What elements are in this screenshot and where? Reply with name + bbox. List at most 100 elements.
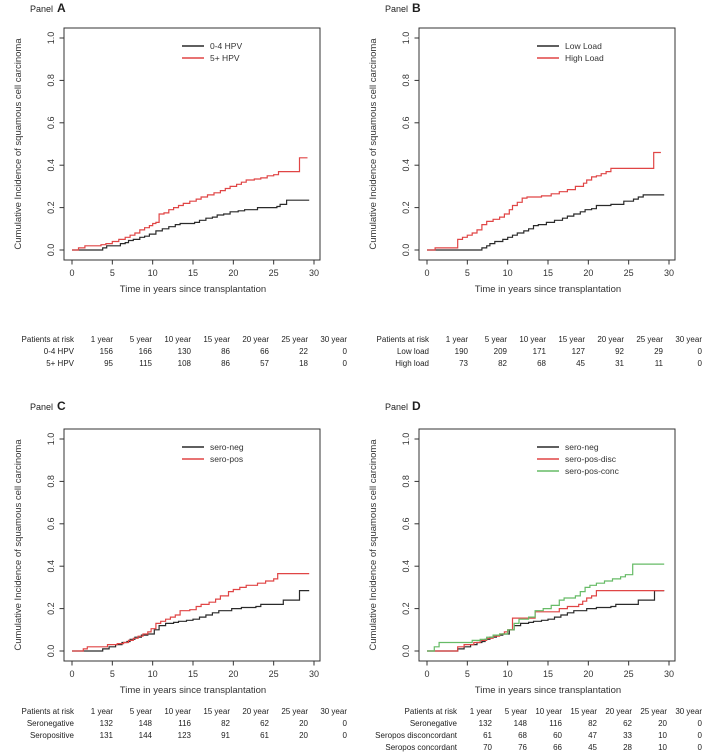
y-axis-title: Cumulative Incidence of squamous cell ca… xyxy=(13,38,24,250)
risk-row-label: Seronegative xyxy=(409,718,457,728)
risk-value: 156 xyxy=(99,346,113,356)
risk-value: 148 xyxy=(513,718,527,728)
panel-title-letter: D xyxy=(412,399,421,413)
y-tick-label: 0.2 xyxy=(401,602,411,615)
series-curve-0-4 HPV xyxy=(72,199,310,251)
risk-value: 171 xyxy=(532,346,546,356)
y-tick-label: 0.8 xyxy=(401,74,411,87)
plot-box xyxy=(63,428,321,662)
risk-value: 15 year xyxy=(558,334,585,344)
x-tick-label: 5 xyxy=(465,669,470,679)
risk-value: 30 year xyxy=(320,334,347,344)
risk-value: 166 xyxy=(138,346,152,356)
legend-label: sero-pos-disc xyxy=(565,454,617,464)
x-tick-label: 15 xyxy=(188,268,198,278)
y-tick-label: 0.0 xyxy=(401,645,411,658)
risk-value: 15 year xyxy=(203,334,230,344)
x-tick-label: 5 xyxy=(465,268,470,278)
risk-value: 1 year xyxy=(90,334,113,344)
risk-data-row: Seronegative 132 148 116 82 62 20 0 xyxy=(357,717,702,729)
risk-header-row: Patients at risk 1 year 5 year 10 year 15 ye… xyxy=(357,705,702,717)
risk-value: 45 xyxy=(576,358,585,368)
x-tick-label: 0 xyxy=(69,669,74,679)
x-tick-label: 25 xyxy=(624,268,634,278)
panel-c-risk-table: Patients at risk 1 year 5 year 10 year 15 ye… xyxy=(2,705,347,741)
risk-value: 91 xyxy=(221,730,230,740)
legend-label: sero-pos-conc xyxy=(565,466,620,476)
y-tick-label: 0.6 xyxy=(46,117,56,130)
series-curve-sero-pos xyxy=(72,573,310,652)
risk-value: 131 xyxy=(99,730,113,740)
risk-value: 20 xyxy=(299,730,308,740)
x-tick-label: 10 xyxy=(503,268,513,278)
risk-row-label: Seronegative xyxy=(26,718,74,728)
panel-a-plot: 0 5 10 15 20 25 30 0.0 0.2 0.4 0.6 0.8 1.0 Cumulative… xyxy=(13,27,321,295)
y-tick-label: 0.0 xyxy=(46,645,56,658)
risk-data-row: Seropositive 131 144 123 91 61 20 0 xyxy=(2,729,347,741)
risk-value: 148 xyxy=(138,718,152,728)
panel-c: Panel C 0 5 10 15 20 25 30 0.0 0.2 0.4 0.6 0.8 1.0 Cum… xyxy=(0,395,354,754)
risk-value: 108 xyxy=(177,358,191,368)
panel-b-plot: 0 5 10 15 20 25 30 0.0 0.2 0.4 0.6 0.8 1.0 Cumulative… xyxy=(368,27,676,295)
risk-value: 20 year xyxy=(597,334,624,344)
risk-value: 82 xyxy=(588,718,597,728)
risk-value: 123 xyxy=(177,730,191,740)
risk-value: 15 year xyxy=(570,706,597,716)
legend-label: High Load xyxy=(565,53,604,63)
risk-value: 61 xyxy=(483,730,492,740)
series-curve-sero-neg xyxy=(72,590,310,652)
risk-value: 0 xyxy=(342,730,347,740)
risk-value: 60 xyxy=(553,730,562,740)
risk-value: 10 year xyxy=(535,706,562,716)
panel-title-letter: B xyxy=(412,1,421,15)
risk-value: 61 xyxy=(260,730,269,740)
y-tick-label: 0.4 xyxy=(401,159,411,172)
legend-label: Low Load xyxy=(565,41,602,51)
legend-label: sero-pos xyxy=(210,454,243,464)
panel-c-title: Panel C xyxy=(30,399,66,413)
y-tick-label: 1.0 xyxy=(401,32,411,45)
risk-value: 95 xyxy=(104,358,113,368)
risk-value: 0 xyxy=(342,358,347,368)
risk-value: 57 xyxy=(260,358,269,368)
risk-value: 5 year xyxy=(129,706,152,716)
x-tick-label: 30 xyxy=(664,268,674,278)
panel-title-letter: A xyxy=(57,1,66,15)
risk-value: 82 xyxy=(221,718,230,728)
risk-value: 92 xyxy=(615,346,624,356)
risk-value: 86 xyxy=(221,358,230,368)
y-tick-label: 1.0 xyxy=(46,433,56,446)
x-axis-title: Time in years since transplantation xyxy=(120,284,266,295)
risk-data-row: 5+ HPV 95 115 108 86 57 18 0 xyxy=(2,357,347,369)
panel-a-title: Panel A xyxy=(30,1,66,15)
y-tick-label: 0.4 xyxy=(401,560,411,573)
series-curve-Low Load xyxy=(427,194,665,251)
series-curve-5+ HPV xyxy=(72,157,308,251)
y-tick-label: 0.4 xyxy=(46,159,56,172)
x-tick-label: 5 xyxy=(110,669,115,679)
y-axis-title: Cumulative Incidence of squamous cell ca… xyxy=(368,38,379,250)
risk-value: 5 year xyxy=(504,706,527,716)
risk-value: 28 xyxy=(623,742,632,752)
risk-row-label: High load xyxy=(395,358,429,368)
risk-value: 70 xyxy=(483,742,492,752)
x-tick-label: 0 xyxy=(69,268,74,278)
risk-value: 25 year xyxy=(281,334,308,344)
risk-value: 116 xyxy=(549,718,562,728)
risk-value: 82 xyxy=(498,358,507,368)
risk-header-row: Patients at risk 1 year 5 year 10 year 15 ye… xyxy=(2,333,347,345)
risk-value: 15 year xyxy=(203,706,230,716)
y-tick-label: 1.0 xyxy=(46,32,56,45)
panel-title-word: Panel xyxy=(30,4,54,14)
risk-value: 10 xyxy=(658,730,667,740)
risk-value: 132 xyxy=(478,718,492,728)
y-tick-label: 0.2 xyxy=(46,602,56,615)
y-tick-label: 0.2 xyxy=(46,201,56,214)
risk-value: 18 xyxy=(299,358,308,368)
risk-value: 10 xyxy=(658,742,667,752)
risk-value: 0 xyxy=(697,742,702,752)
risk-value: 47 xyxy=(588,730,597,740)
risk-value: 66 xyxy=(260,346,269,356)
y-tick-label: 0.2 xyxy=(401,201,411,214)
patients-at-risk-table: Patients at risk 1 year 5 year 10 year 15 ye… xyxy=(357,333,702,369)
